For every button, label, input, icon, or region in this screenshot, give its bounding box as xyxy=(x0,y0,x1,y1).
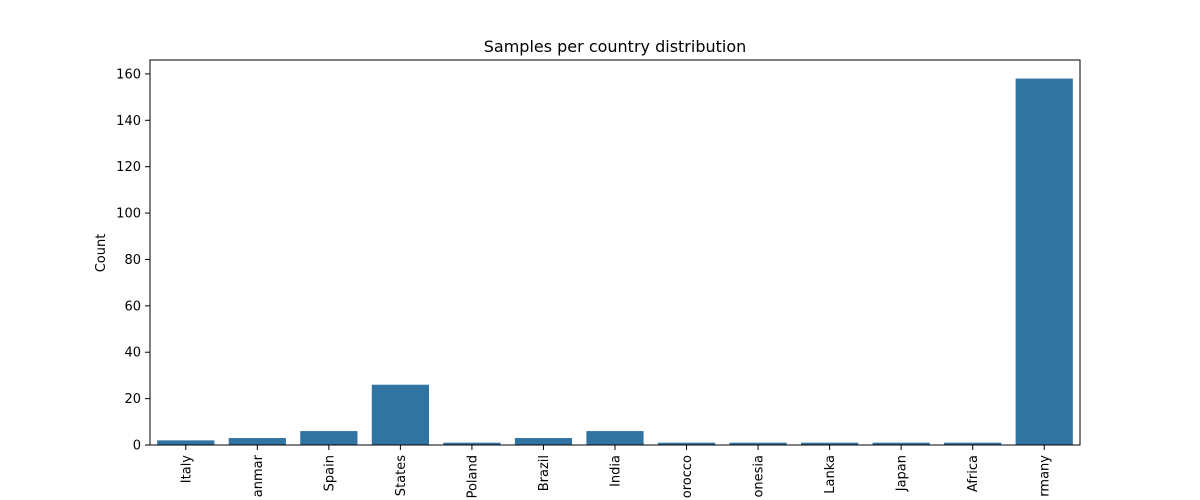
y-tick-label: 100 xyxy=(116,207,141,222)
x-tick-label: Spain xyxy=(322,455,337,491)
y-axis-label: Count xyxy=(94,234,109,273)
x-tick-label: onesia xyxy=(752,455,767,498)
chart-title: Samples per country distribution xyxy=(484,37,747,56)
y-tick-label: 160 xyxy=(116,67,141,82)
y-tick-label: 60 xyxy=(124,299,141,314)
bar-brazil xyxy=(514,438,573,445)
x-axis: Italy anmar Spain States Poland Brazil India or… xyxy=(179,445,1053,498)
bar-italy xyxy=(157,440,215,445)
bar-poland xyxy=(443,442,501,445)
x-tick-label: Brazil xyxy=(537,455,552,491)
bar-onesia xyxy=(729,442,787,445)
x-tick-label: orocco xyxy=(680,455,695,498)
x-tick-label: anmar xyxy=(251,454,266,497)
y-tick-label: 80 xyxy=(124,253,141,268)
y-tick-label: 120 xyxy=(116,160,141,175)
y-tick-label: 40 xyxy=(124,346,141,361)
y-tick-label: 140 xyxy=(116,114,141,129)
plot-frame xyxy=(149,59,1081,446)
x-tick-label: Lanka xyxy=(823,455,838,494)
x-tick-label: rmany xyxy=(1038,455,1053,497)
bar-japan xyxy=(872,442,930,445)
x-tick-label: India xyxy=(609,455,624,487)
x-tick-label: Poland xyxy=(465,455,480,498)
bars-layer xyxy=(157,78,1073,446)
bar-states xyxy=(371,384,429,445)
x-tick-label: Africa xyxy=(966,455,981,492)
bar-india xyxy=(586,431,644,445)
bar-spain xyxy=(300,431,358,445)
x-tick-label: Japan xyxy=(895,455,910,492)
bar-africa xyxy=(944,442,1002,445)
y-tick-label: 20 xyxy=(124,392,141,407)
bar-anmar xyxy=(228,438,286,445)
y-axis: 0 20 40 60 80 100 120 140 160 xyxy=(116,67,150,454)
bar-orocco xyxy=(657,442,716,445)
x-tick-label: States xyxy=(394,455,409,496)
bar-rmany xyxy=(1015,78,1073,446)
x-tick-label: Italy xyxy=(179,455,194,484)
bar-lanka xyxy=(801,442,859,445)
y-tick-label: 0 xyxy=(133,439,141,454)
